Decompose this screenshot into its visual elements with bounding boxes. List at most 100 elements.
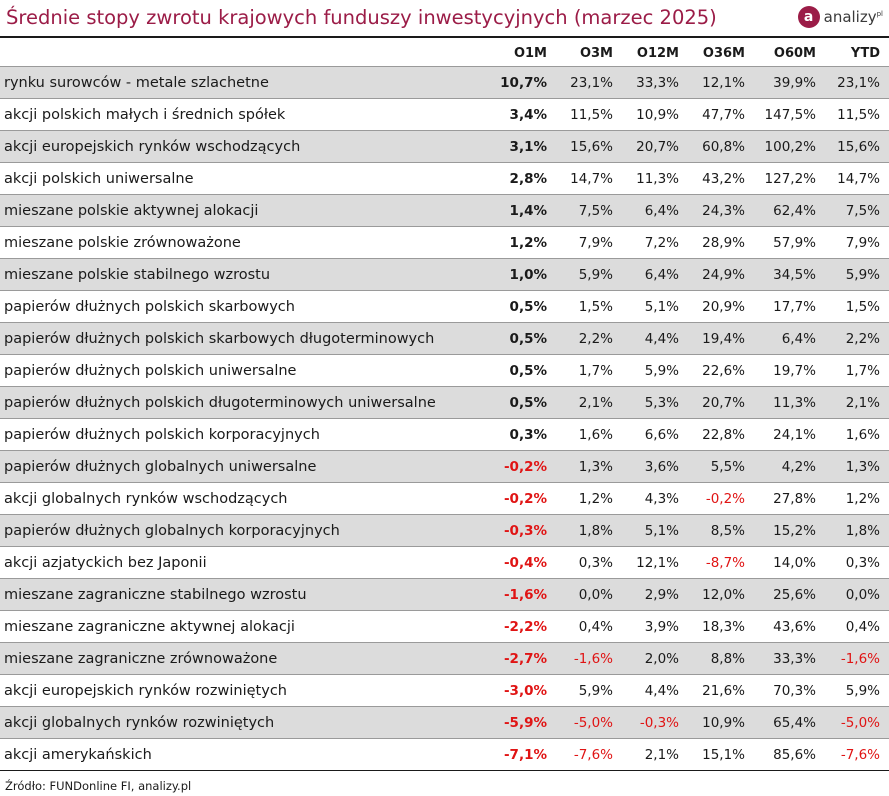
fund-category-label: akcji globalnych rynków rozwiniętych bbox=[0, 706, 480, 739]
return-cell-o1m: 0,5% bbox=[480, 290, 556, 323]
return-cell-o12m: 33,3% bbox=[622, 66, 688, 99]
return-cell-o36m: 22,8% bbox=[688, 418, 754, 451]
table-row: akcji polskich uniwersalne 2,8% 14,7% 11,3%… bbox=[0, 162, 889, 195]
return-cell-o3m: 1,3% bbox=[556, 450, 622, 483]
table-row: papierów dłużnych polskich skarbowych dł… bbox=[0, 322, 889, 355]
return-cell-o60m: 147,5% bbox=[754, 98, 825, 131]
column-header-o12m: O12M bbox=[636, 45, 679, 61]
table-row: akcji azjatyckich bez Japonii -0,4% 0,3% 12… bbox=[0, 546, 889, 579]
return-cell-o12m: 2,0% bbox=[622, 642, 688, 675]
return-cell-o3m: 7,9% bbox=[556, 226, 622, 259]
return-cell-o1m: -2,2% bbox=[480, 610, 556, 643]
return-cell-o3m: 1,5% bbox=[556, 290, 622, 323]
table-row: papierów dłużnych globalnych korporacyjn… bbox=[0, 514, 889, 547]
return-cell-o60m: 25,6% bbox=[754, 578, 825, 611]
return-cell-ytd: 1,7% bbox=[825, 354, 889, 387]
return-cell-o3m: 0,3% bbox=[556, 546, 622, 579]
table-row: papierów dłużnych globalnych uniwersalne… bbox=[0, 450, 889, 483]
fund-category-label: mieszane polskie stabilnego wzrostu bbox=[0, 258, 480, 291]
fund-category-label: papierów dłużnych globalnych uniwersalne bbox=[0, 450, 480, 483]
return-cell-o36m: 43,2% bbox=[688, 162, 754, 195]
return-cell-ytd: -1,6% bbox=[825, 642, 889, 675]
return-cell-ytd: 1,5% bbox=[825, 290, 889, 323]
return-cell-o12m: 7,2% bbox=[622, 226, 688, 259]
return-cell-o12m: 10,9% bbox=[622, 98, 688, 131]
return-cell-o12m: 6,6% bbox=[622, 418, 688, 451]
logo-text: analizypl bbox=[824, 8, 883, 26]
table-row: papierów dłużnych polskich uniwersalne 0,… bbox=[0, 354, 889, 387]
return-cell-o60m: 17,7% bbox=[754, 290, 825, 323]
return-cell-o36m: 20,7% bbox=[688, 386, 754, 419]
return-cell-ytd: 15,6% bbox=[825, 130, 889, 163]
return-cell-o12m: 5,3% bbox=[622, 386, 688, 419]
returns-table: O1M O3M O12M O36M O60M YTD rynku surowców - m… bbox=[0, 40, 889, 771]
return-cell-ytd: -5,0% bbox=[825, 706, 889, 739]
column-header-name bbox=[0, 40, 480, 67]
table-header-row: O1M O3M O12M O36M O60M YTD bbox=[0, 40, 889, 67]
chart-header: Średnie stopy zwrotu krajowych funduszy … bbox=[0, 0, 889, 40]
return-cell-o3m: 1,6% bbox=[556, 418, 622, 451]
return-cell-o12m: 6,4% bbox=[622, 258, 688, 291]
return-cell-o36m: 24,3% bbox=[688, 194, 754, 227]
table-row: papierów dłużnych polskich długoterminow… bbox=[0, 386, 889, 419]
return-cell-o12m: -0,3% bbox=[622, 706, 688, 739]
return-cell-o12m: 5,1% bbox=[622, 290, 688, 323]
table-row: mieszane polskie stabilnego wzrostu 1,0% 5… bbox=[0, 258, 889, 291]
return-cell-o36m: 12,0% bbox=[688, 578, 754, 611]
return-cell-o12m: 12,1% bbox=[622, 546, 688, 579]
return-cell-o3m: 23,1% bbox=[556, 66, 622, 99]
logo-wordmark: analizy bbox=[823, 8, 877, 26]
return-cell-ytd: 23,1% bbox=[825, 66, 889, 99]
return-cell-o3m: 2,1% bbox=[556, 386, 622, 419]
return-cell-ytd: 1,3% bbox=[825, 450, 889, 483]
return-cell-o60m: 19,7% bbox=[754, 354, 825, 387]
return-cell-o3m: -5,0% bbox=[556, 706, 622, 739]
return-cell-o36m: 24,9% bbox=[688, 258, 754, 291]
return-cell-o36m: 20,9% bbox=[688, 290, 754, 323]
return-cell-o36m: 10,9% bbox=[688, 706, 754, 739]
column-header-o36m: O36M bbox=[702, 45, 745, 61]
return-cell-o60m: 70,3% bbox=[754, 674, 825, 707]
return-cell-o12m: 2,1% bbox=[622, 738, 688, 771]
return-cell-o3m: 1,8% bbox=[556, 514, 622, 547]
fund-category-label: mieszane zagraniczne zrównoważone bbox=[0, 642, 480, 675]
return-cell-o12m: 20,7% bbox=[622, 130, 688, 163]
return-cell-o1m: 2,8% bbox=[480, 162, 556, 195]
return-cell-o60m: 39,9% bbox=[754, 66, 825, 99]
return-cell-o1m: 1,4% bbox=[480, 194, 556, 227]
return-cell-ytd: 1,2% bbox=[825, 482, 889, 515]
return-cell-o12m: 5,9% bbox=[622, 354, 688, 387]
return-cell-ytd: 1,6% bbox=[825, 418, 889, 451]
return-cell-o36m: 47,7% bbox=[688, 98, 754, 131]
table-row: akcji globalnych rynków wschodzących -0,2… bbox=[0, 482, 889, 515]
return-cell-o1m: -1,6% bbox=[480, 578, 556, 611]
return-cell-o1m: -0,3% bbox=[480, 514, 556, 547]
logo-icon: a bbox=[797, 6, 820, 28]
return-cell-o60m: 33,3% bbox=[754, 642, 825, 675]
fund-category-label: mieszane zagraniczne stabilnego wzrostu bbox=[0, 578, 480, 611]
return-cell-ytd: 2,1% bbox=[825, 386, 889, 419]
return-cell-o3m: 2,2% bbox=[556, 322, 622, 355]
return-cell-o60m: 24,1% bbox=[754, 418, 825, 451]
table-row: papierów dłużnych polskich skarbowych 0,5… bbox=[0, 290, 889, 323]
return-cell-ytd: 0,0% bbox=[825, 578, 889, 611]
return-cell-o60m: 65,4% bbox=[754, 706, 825, 739]
table-row: akcji europejskich rynków wschodzących 3,… bbox=[0, 130, 889, 163]
return-cell-o12m: 4,4% bbox=[622, 322, 688, 355]
return-cell-o12m: 5,1% bbox=[622, 514, 688, 547]
return-cell-o3m: 5,9% bbox=[556, 674, 622, 707]
table-body: rynku surowców - metale szlachetne 10,7% 2… bbox=[0, 66, 889, 771]
fund-category-label: akcji polskich małych i średnich spółek bbox=[0, 98, 480, 131]
table-row: akcji polskich małych i średnich spółek 3… bbox=[0, 98, 889, 131]
return-cell-o1m: 1,2% bbox=[480, 226, 556, 259]
table-row: papierów dłużnych polskich korporacyjnyc… bbox=[0, 418, 889, 451]
return-cell-ytd: 7,5% bbox=[825, 194, 889, 227]
fund-category-label: mieszane polskie aktywnej alokacji bbox=[0, 194, 480, 227]
return-cell-ytd: 5,9% bbox=[825, 674, 889, 707]
return-cell-o3m: 7,5% bbox=[556, 194, 622, 227]
return-cell-o60m: 4,2% bbox=[754, 450, 825, 483]
return-cell-o1m: -7,1% bbox=[480, 738, 556, 771]
return-cell-o36m: 8,5% bbox=[688, 514, 754, 547]
column-header-o1m: O1M bbox=[513, 45, 547, 61]
return-cell-o60m: 100,2% bbox=[754, 130, 825, 163]
